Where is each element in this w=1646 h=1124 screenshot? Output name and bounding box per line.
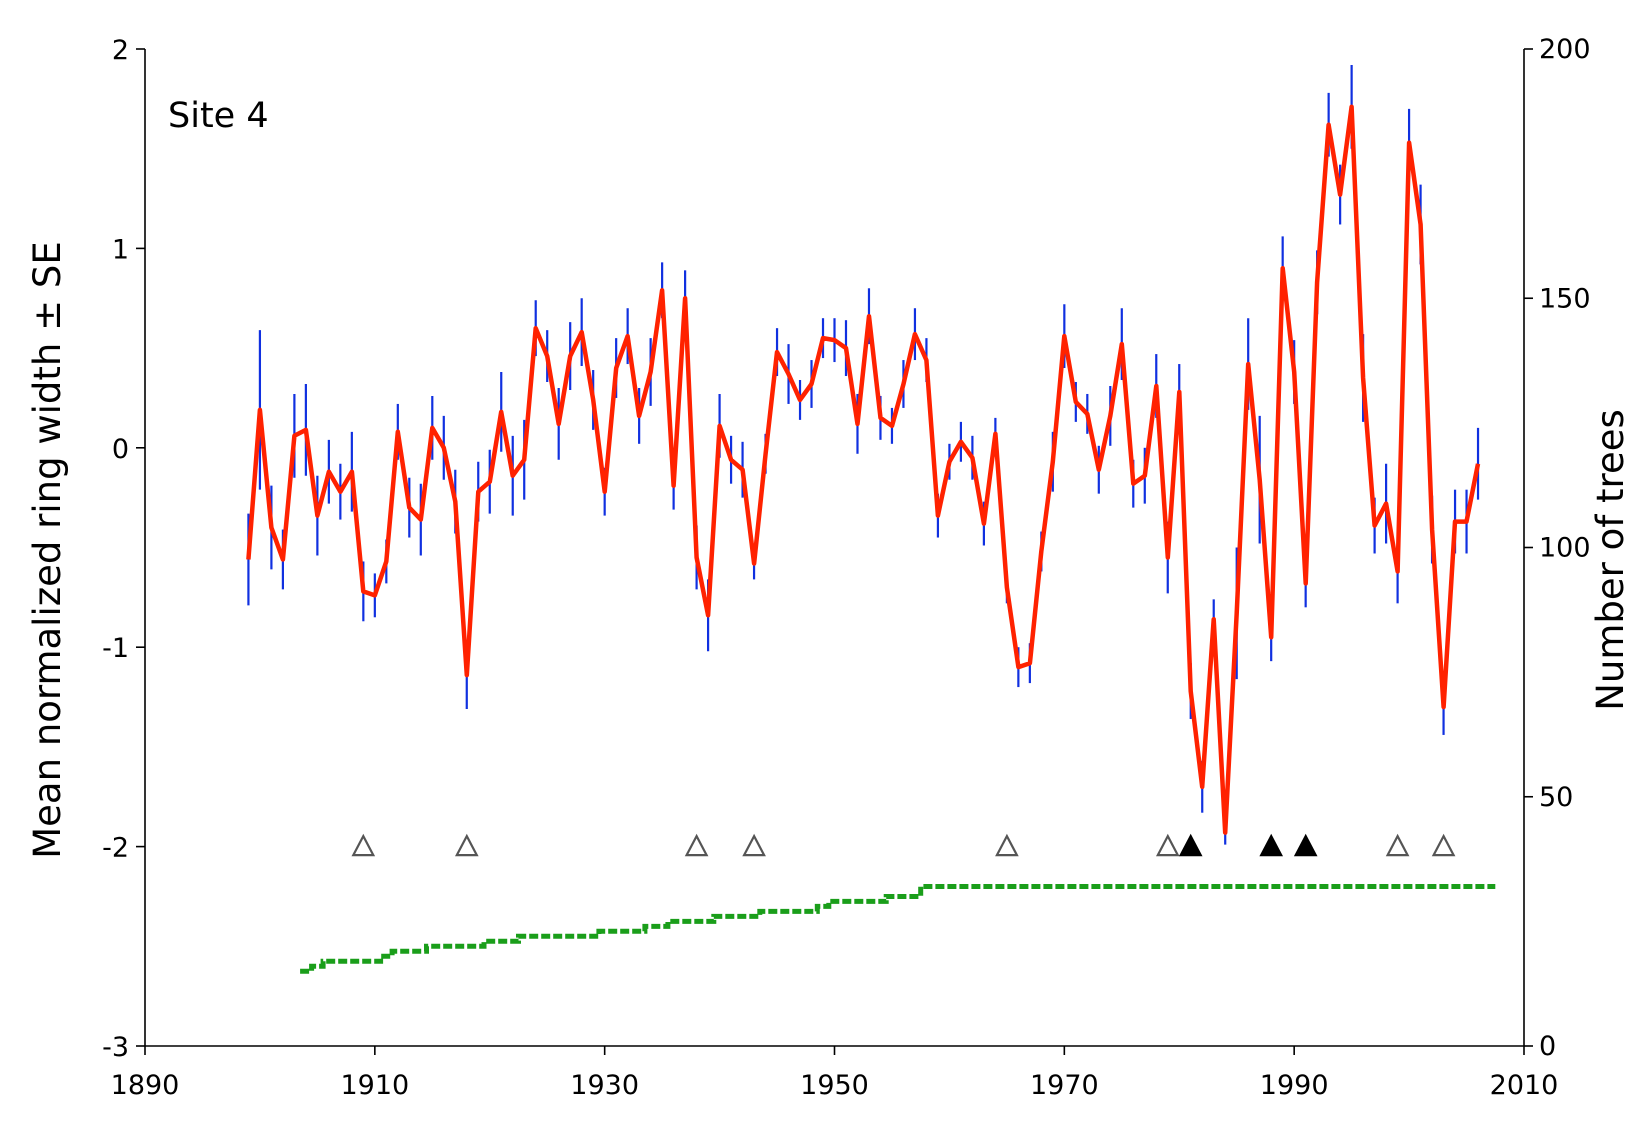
tree-count-line [300, 884, 1496, 974]
open-triangle-marker [351, 833, 376, 857]
site-label: Site 4 [168, 96, 269, 136]
filled-triangle-marker [1259, 833, 1284, 857]
open-triangle-marker [995, 833, 1019, 857]
y-left-tick-label: -2 [102, 833, 129, 864]
open-triangle-marker [684, 833, 709, 857]
open-triangle-marker [742, 833, 766, 857]
y-right-tick-label: 50 [1539, 782, 1573, 813]
filled-triangle-marker [1293, 833, 1318, 857]
y-left-tick-label: -3 [102, 1032, 129, 1063]
x-tick-label: 1910 [340, 1070, 409, 1101]
y-right-tick-label: 200 [1539, 34, 1591, 65]
y-left-tick-label: 2 [112, 35, 129, 66]
x-tick-label: 1990 [1260, 1070, 1329, 1101]
y-left-tick-label: 1 [112, 234, 129, 265]
x-tick-label: 1930 [570, 1070, 639, 1101]
open-triangle-marker [1155, 833, 1180, 857]
y-right-tick-label: 150 [1539, 283, 1591, 314]
open-triangle-marker [1385, 833, 1410, 857]
y-left-tick-label: 0 [112, 434, 129, 465]
x-tick-label: 1970 [1030, 1070, 1099, 1101]
y-left-tick-label: -1 [102, 633, 129, 664]
y-left-axis-title: Mean normalized ring width ± SE [26, 241, 69, 859]
plot-area [246, 64, 1496, 974]
x-tick-label: 2010 [1490, 1070, 1559, 1101]
y-right-tick-label: 0 [1539, 1031, 1556, 1062]
open-triangle-marker [1431, 833, 1456, 857]
x-tick-label: 1950 [800, 1070, 869, 1101]
y-right-axis-title: Number of trees [1589, 409, 1632, 711]
ring-width-line [246, 104, 1481, 835]
axes: 1890 1910 1930 1950 1970 1990 2010 -3 -2 -1 0 1 2 0 50… [102, 34, 1590, 1101]
open-triangle-marker [454, 833, 479, 857]
filled-triangle-marker [1178, 833, 1203, 857]
y-right-tick-label: 100 [1539, 533, 1591, 564]
x-tick-label: 1890 [111, 1070, 180, 1101]
